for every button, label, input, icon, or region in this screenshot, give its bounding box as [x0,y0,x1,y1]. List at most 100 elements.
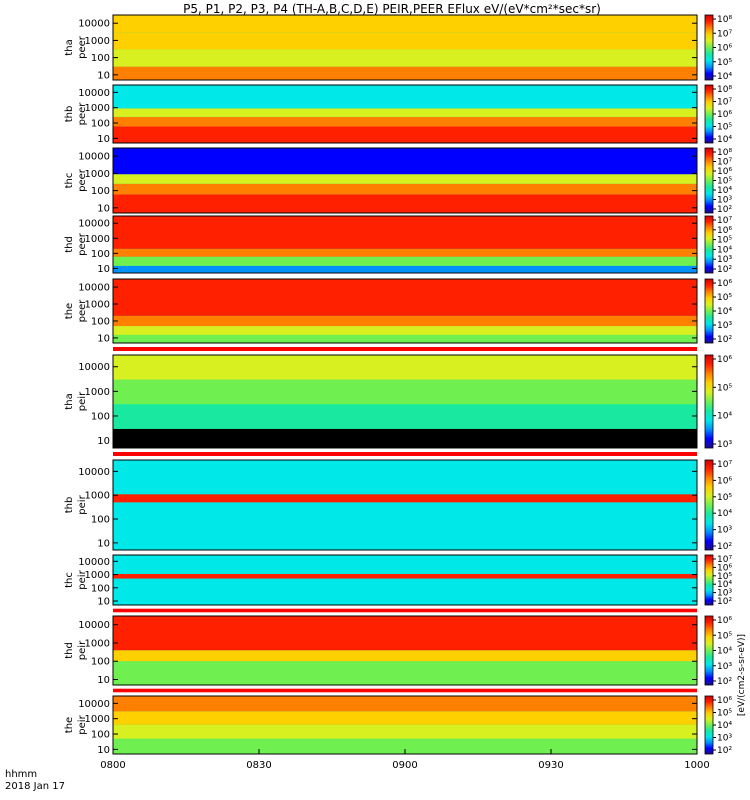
y-tick-label: 100 [91,411,110,422]
flux-band [113,279,697,316]
colorbar-tick-label: 10⁴ [717,307,732,317]
colorbar-tick-label: 10⁶ [717,563,732,573]
y-tick-label: 1000 [85,300,110,311]
y-tick-label: 10000 [78,19,110,30]
y-tick-label: 1000 [85,234,110,245]
data-gap-strip [113,347,697,351]
x-tick-label: 0800 [100,760,125,771]
colorbar-tick-label: 10⁷ [717,29,732,39]
colorbar-tick-label: 10⁶ [717,616,732,626]
colorbar-tick-label: 10⁸ [717,15,732,25]
flux-band [113,15,697,33]
chart-title: P5, P1, P2, P3, P4 (TH-A,B,C,D,E) PEIR,P… [183,2,601,16]
flux-band [113,66,697,80]
colorbar [704,14,714,81]
colorbar-tick-label: 10⁵ [717,236,732,246]
y-tick-label: 1000 [85,103,110,114]
colorbar-tick-label: 10³ [717,662,732,672]
colorbar-tick-label: 10⁵ [717,572,732,582]
colorbar [704,695,714,755]
flux-band [113,194,697,213]
panel-ylabel-product: peer [77,35,88,59]
colorbar-tick-label: 10⁸ [717,148,732,158]
colorbar-tick-label: 10⁶ [717,167,732,177]
colorbar [704,615,714,686]
colorbar-tick-label: 10⁴ [717,580,732,590]
colorbar-tick-label: 10² [717,265,732,275]
y-tick-label: 10000 [78,467,110,478]
colorbar-tick-label: 10³ [717,526,732,536]
y-tick-label: 1000 [85,714,110,725]
colorbar-tick-label: 10⁶ [717,110,732,120]
colorbar [704,84,714,144]
flux-band [113,315,697,327]
colorbar-tick-label: 10³ [717,196,732,206]
colorbar-tick-label: 10⁷ [717,216,732,226]
colorbar-tick-label: 10⁶ [717,226,732,236]
y-tick-label: 10000 [78,557,110,568]
panel-frame [112,147,698,214]
panel-frame [112,278,698,344]
colorbar-tick-label: 10⁸ [717,85,732,95]
colorbar [704,554,714,606]
y-tick-label: 10000 [78,152,110,163]
colorbar-tick-label: 10⁶ [717,355,732,365]
colorbar-tick-label: 10⁵ [717,293,732,303]
colorbar-tick-label: 10⁴ [717,509,732,519]
colorbar-tick-label: 10⁵ [717,493,732,503]
panel-frame [112,14,698,81]
panel-frame [112,354,698,449]
panel-ylabel-probe: thd [64,236,75,253]
colorbar-tick-label: 10³ [717,321,732,331]
x-tick-label: 0830 [246,760,271,771]
panel-ylabel-product: peer [77,168,88,192]
flux-band [113,724,697,739]
y-tick-label: 100 [91,119,110,130]
panel-ylabel-probe: thc [64,572,75,588]
y-tick-label: 10 [97,597,110,608]
flux-band [113,334,697,343]
colorbar-tick-label: 10⁷ [717,98,732,108]
flux-band [113,326,697,335]
y-tick-label: 100 [91,53,110,64]
panel-thb-peir: 10 100 1000 10000 thb peir 10² 10³ 10⁴ 10⁵ 10⁶ 10⁷ [64,459,732,552]
y-tick-label: 10 [97,436,110,447]
flux-band [113,428,697,448]
flux-band [113,502,697,550]
y-tick-label: 10 [97,333,110,344]
colorbar-tick-label: 10⁶ [717,696,732,706]
colorbar-tick-label: 10⁴ [717,186,732,196]
colorbar-tick-label: 10⁴ [717,412,732,422]
panel-ylabel-probe: thd [64,642,75,659]
date-label: 2018 Jan 17 [5,781,65,792]
y-tick-label: 100 [91,515,110,526]
flux-band [113,661,697,685]
panel-ylabel-probe: thb [64,497,75,514]
panel-ylabel-product: peir [77,494,88,514]
colorbar-tick-label: 10⁴ [717,72,732,82]
flux-band [113,616,697,651]
flux-band [113,494,697,503]
y-tick-label: 100 [91,657,110,668]
y-tick-label: 100 [91,316,110,327]
flux-band [113,174,697,184]
y-tick-label: 10000 [78,362,110,373]
y-tick-label: 1000 [85,169,110,180]
panel-ylabel-product: peir [77,714,88,734]
colorbar-tick-label: 10⁵ [717,383,732,393]
colorbar-tick-label: 10⁷ [717,460,732,470]
colorbar-tick-label: 10⁵ [717,58,732,68]
colorbar-tick-label: 10² [717,205,732,215]
panel-ylabel-product: peer [77,299,88,323]
panel-ylabel-product: peir [77,640,88,660]
y-tick-label: 10 [97,134,110,145]
x-tick-label: 1000 [684,760,709,771]
flux-band [113,49,697,67]
